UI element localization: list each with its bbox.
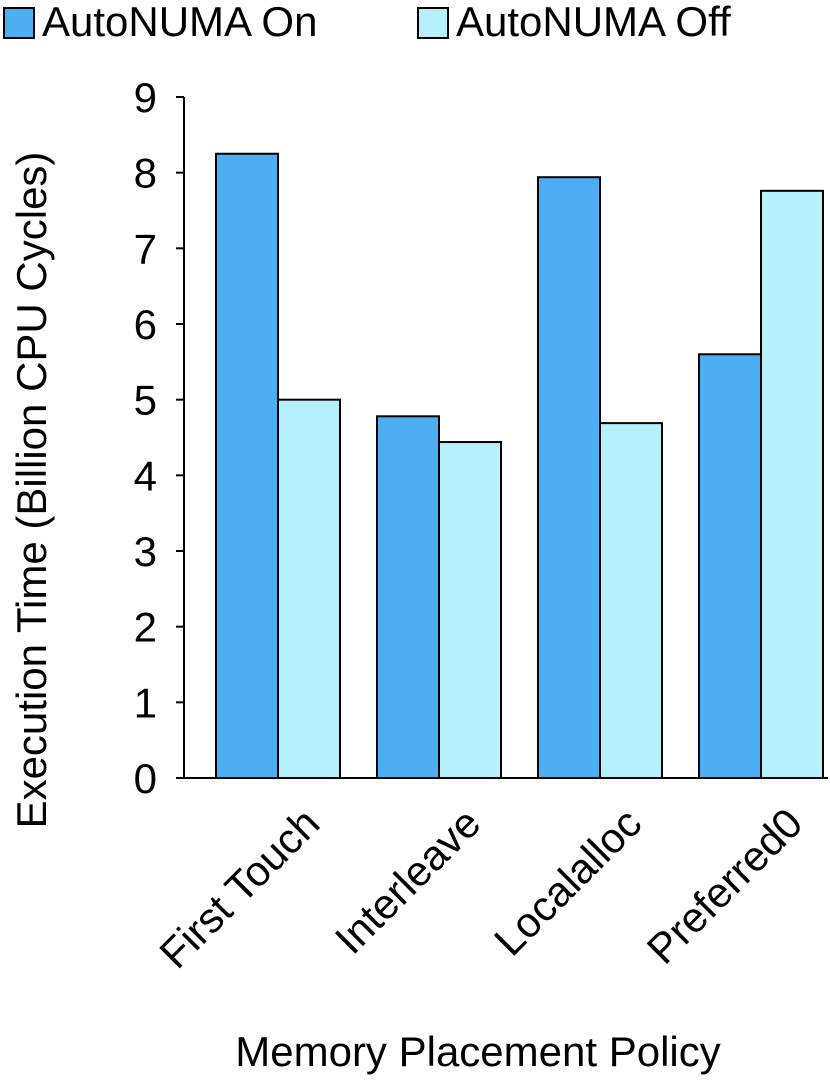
bar-autonuma-off-interleave bbox=[438, 441, 502, 779]
y-tick-label: 5 bbox=[134, 377, 157, 424]
y-tick-label: 4 bbox=[134, 452, 157, 499]
y-axis-label: Execution Time (Billion CPU Cycles) bbox=[8, 152, 55, 829]
bar-autonuma-off-preferred0 bbox=[760, 189, 824, 779]
legend-swatch bbox=[417, 7, 449, 39]
bars bbox=[215, 152, 824, 779]
x-axis: First TouchInterleaveLocalallocPreferred… bbox=[150, 777, 828, 977]
y-tick-label: 7 bbox=[134, 225, 157, 272]
x-tick-label: Localalloc bbox=[485, 799, 650, 964]
legend-swatch bbox=[3, 7, 35, 39]
y-tick-label: 6 bbox=[134, 301, 157, 348]
x-axis-label: Memory Placement Policy bbox=[235, 1028, 720, 1075]
y-tick-label: 3 bbox=[134, 528, 157, 575]
legend: AutoNUMA On AutoNUMA Off bbox=[3, 0, 731, 45]
x-tick-label: First Touch bbox=[150, 799, 328, 977]
legend-label: AutoNUMA On bbox=[42, 0, 317, 45]
y-tick-label: 9 bbox=[134, 74, 157, 121]
y-tick-label: 2 bbox=[134, 604, 157, 651]
y-tick-label: 1 bbox=[134, 679, 157, 726]
bar-autonuma-off-first-touch bbox=[277, 398, 341, 779]
legend-label: AutoNUMA Off bbox=[456, 0, 731, 45]
bar-autonuma-on-interleave bbox=[376, 415, 440, 779]
x-tick-label: Interleave bbox=[326, 799, 490, 963]
bar-autonuma-on-localalloc bbox=[537, 176, 601, 779]
bar-autonuma-on-first-touch bbox=[215, 152, 279, 779]
x-tick-label: Preferred0 bbox=[638, 799, 812, 973]
y-tick-label: 8 bbox=[134, 150, 157, 197]
y-tick-label: 0 bbox=[134, 755, 157, 802]
bar-autonuma-on-preferred0 bbox=[698, 353, 762, 779]
y-axis: 0 1 2 3 4 5 6 7 8 9 bbox=[134, 74, 185, 802]
bar-autonuma-off-localalloc bbox=[599, 422, 663, 779]
